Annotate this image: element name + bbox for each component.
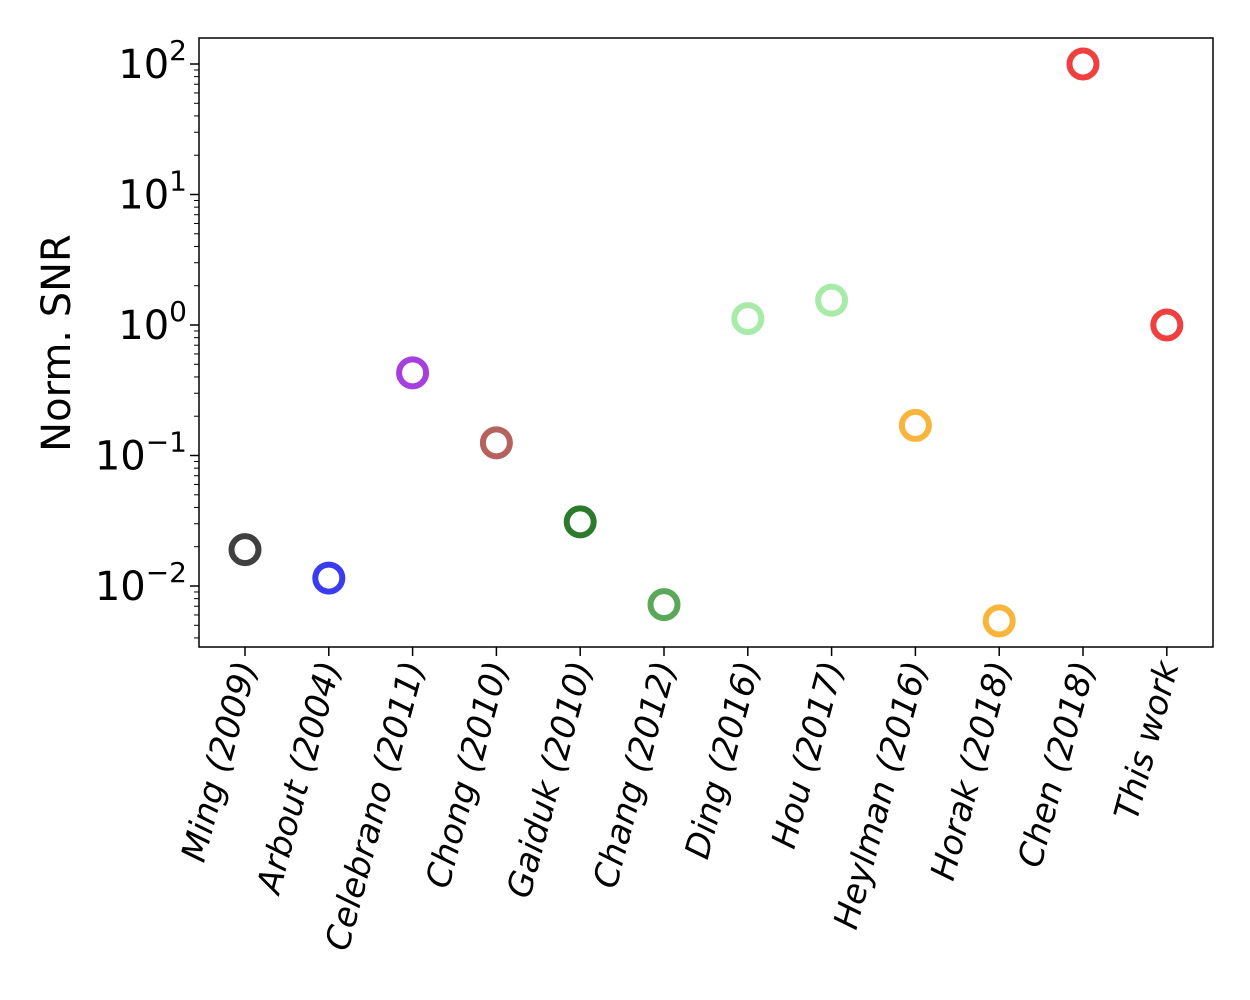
plot-frame: [198, 37, 1214, 648]
data-point: [898, 408, 932, 442]
x-axis: Ming (2009)Arbout (2004)Celebrano (2011)…: [174, 647, 1188, 955]
x-tick-label: Gaiduk (2010): [499, 657, 601, 902]
data-point: [982, 604, 1016, 638]
y-axis-label: Norm. SNR: [34, 234, 80, 452]
data-point: [563, 505, 597, 539]
x-tick-label: Chong (2010): [418, 657, 517, 893]
data-point: [647, 588, 681, 622]
x-tick-label: Ming (2009): [174, 657, 266, 866]
y-tick-label: 10−2: [95, 556, 187, 610]
data-point: [815, 283, 849, 317]
y-tick-label: 100: [118, 295, 187, 349]
y-tick-label: 10−1: [95, 426, 187, 480]
data-point: [731, 302, 765, 336]
plot-area: [198, 37, 1214, 648]
x-tick-label: Horak (2018): [923, 657, 1020, 884]
y-tick-label: 101: [118, 165, 187, 219]
y-tick-label: 102: [118, 34, 187, 88]
x-tick-label: Ding (2016): [677, 657, 768, 863]
data-point: [1150, 308, 1184, 342]
data-point: [396, 356, 430, 390]
data-point: [479, 426, 513, 460]
data-point: [312, 561, 346, 595]
x-tick-label: Hou (2017): [764, 657, 852, 853]
data-points: [228, 47, 1184, 638]
data-point: [1066, 47, 1100, 81]
data-point: [228, 533, 262, 567]
x-tick-label: Arbout (2004): [249, 657, 350, 900]
y-axis: 10−2 10−1 100 101 102: [95, 34, 199, 639]
x-tick-label: Chen (2018): [1010, 657, 1103, 872]
x-tick-label: This work: [1107, 656, 1188, 825]
x-tick-label: Chang (2012): [586, 657, 685, 893]
